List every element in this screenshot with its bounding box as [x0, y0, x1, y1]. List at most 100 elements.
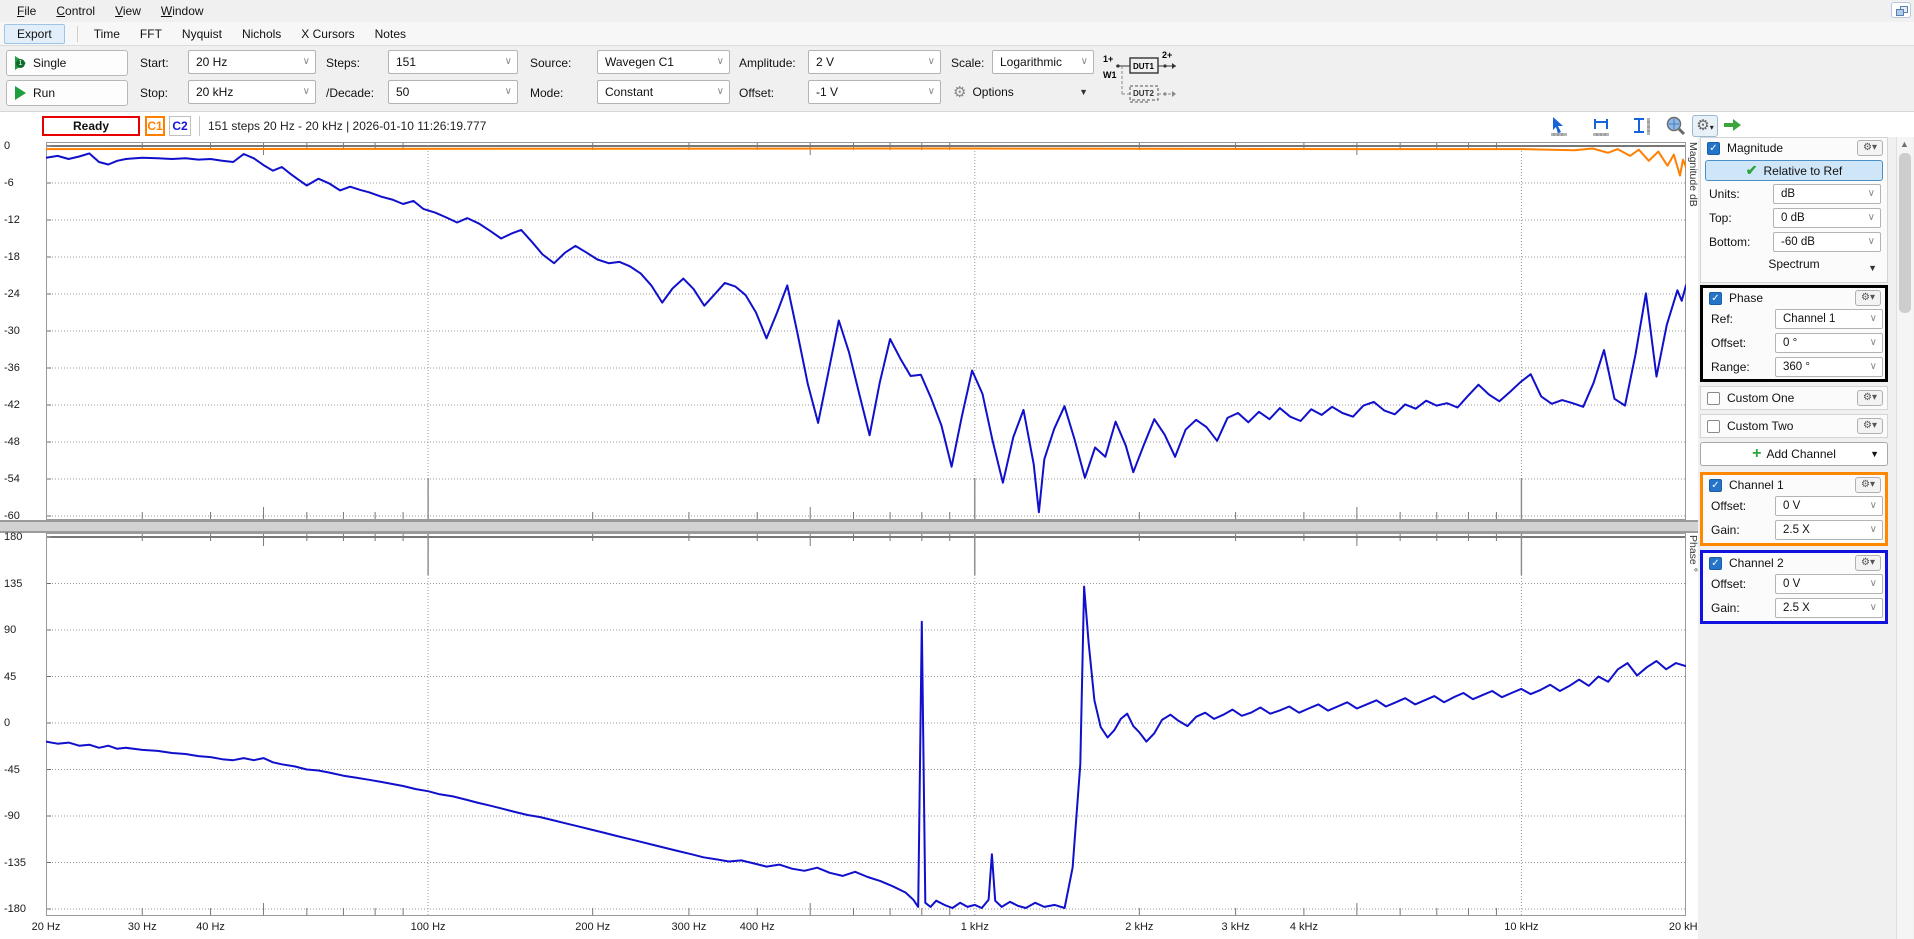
custom-two-checkbox[interactable]	[1707, 419, 1720, 433]
y-axis-tick-label: -180	[4, 903, 27, 915]
svg-text:W1: W1	[1103, 70, 1117, 80]
ref-label: Ref:	[1711, 312, 1734, 326]
single-button[interactable]: 1 Single	[6, 50, 128, 76]
channel1-offset-select[interactable]: 0 V ∨	[1775, 496, 1883, 516]
magnitude-gear-icon[interactable]: ⚙▾	[1857, 140, 1883, 156]
offset-select[interactable]: -1 V ∨	[808, 80, 941, 104]
bottom-select[interactable]: -60 dB ∨	[1773, 232, 1881, 252]
pointer-cursor-icon[interactable]	[1548, 115, 1574, 137]
single-button-label: Single	[33, 56, 67, 70]
phase-gear-icon[interactable]: ⚙▾	[1855, 290, 1881, 306]
mode-select[interactable]: Constant ∨	[597, 80, 730, 104]
per-decade-select[interactable]: 50 ∨	[388, 80, 518, 104]
acquisition-toolbar: 1 Single Run Start: 20 Hz ∨ Stop: 20 kHz ∨…	[0, 46, 1914, 112]
y-axis-tick-label: 90	[4, 624, 17, 636]
plot-splitter-handle[interactable]	[0, 520, 1698, 533]
ref-select[interactable]: Channel 1 ∨	[1775, 309, 1883, 329]
top-select[interactable]: 0 dB ∨	[1773, 208, 1881, 228]
channel1-gain-select[interactable]: 2.5 X ∨	[1775, 520, 1883, 540]
y-axis-tick-label: 180	[4, 531, 23, 543]
menu-view[interactable]: View	[115, 4, 141, 18]
mode-label: Mode:	[530, 86, 564, 100]
run-button[interactable]: Run	[6, 80, 128, 106]
sidebar-scrollbar[interactable]: ▲	[1896, 137, 1913, 939]
add-channel-button[interactable]: + Add Channel ▼	[1700, 442, 1888, 466]
menu-nyquist[interactable]: Nyquist	[181, 26, 222, 41]
magnitude-panel: ✓ Magnitude ⚙▾ ✔ Relative to Ref Units: …	[1700, 137, 1888, 283]
steps-value: 151	[396, 55, 417, 69]
x-axis-tick-label: 2 kHz	[1125, 921, 1154, 933]
y-axis-tick-label: -54	[4, 473, 20, 485]
tool-menu-bar: Export Time FFT Nyquist Nichols X Cursor…	[0, 22, 1914, 46]
vertical-cursor-icon[interactable]	[1630, 115, 1656, 137]
menu-export[interactable]: Export	[4, 23, 65, 44]
custom-one-gear-icon[interactable]: ⚙▾	[1857, 390, 1883, 406]
chevron-down-icon: ∨	[302, 56, 310, 67]
x-axis-tick-label: 40 Hz	[196, 921, 225, 933]
menu-file[interactable]: File	[17, 4, 37, 18]
channel1-gear-icon[interactable]: ⚙▾	[1855, 477, 1881, 493]
amplitude-select[interactable]: 2 V ∨	[808, 50, 941, 74]
channel-settings-sidebar: ✓ Magnitude ⚙▾ ✔ Relative to Ref Units: …	[1698, 137, 1914, 939]
y-axis-tick-label: -36	[4, 362, 20, 374]
menu-x-cursors[interactable]: X Cursors	[301, 26, 355, 41]
stop-select[interactable]: 20 kHz ∨	[188, 80, 316, 104]
channel2-checkbox[interactable]: ✓	[1709, 556, 1722, 570]
offset-label: Offset:	[739, 86, 775, 100]
start-select[interactable]: 20 Hz ∨	[188, 50, 316, 74]
chevron-down-icon: ∨	[504, 56, 512, 67]
chevron-down-icon: ▼	[1079, 87, 1088, 97]
channel1-panel-title: Channel 1	[1729, 478, 1784, 492]
channel2-gain-label: Gain:	[1711, 601, 1740, 615]
channel2-gear-icon[interactable]: ⚙▾	[1855, 555, 1881, 571]
bode-plot-area: 0 -6 -12 -18 -24 -30 -36 -42 -48 -54 -60 180 135 90 4…	[0, 140, 1703, 939]
plot-settings-gear-icon[interactable]: ⚙▾	[1692, 115, 1718, 137]
phase-offset-select[interactable]: 0 ° ∨	[1775, 333, 1883, 353]
zoom-icon[interactable]	[1664, 115, 1690, 137]
bottom-label: Bottom:	[1709, 235, 1751, 249]
menu-window[interactable]: Window	[160, 4, 204, 18]
horizontal-cursor-icon[interactable]	[1590, 115, 1616, 137]
menu-control[interactable]: Control	[56, 4, 96, 18]
channel1-badge[interactable]: C1	[145, 116, 165, 136]
menu-time[interactable]: Time	[93, 26, 120, 41]
amplitude-label: Amplitude:	[739, 56, 796, 70]
phase-plot[interactable]	[46, 533, 1686, 916]
chevron-down-icon: ∨	[1869, 602, 1877, 613]
chevron-down-icon: ∨	[927, 86, 935, 97]
start-value: 20 Hz	[196, 55, 228, 69]
scrollbar-thumb[interactable]	[1899, 153, 1911, 313]
source-select[interactable]: Wavegen C1 ∨	[597, 50, 730, 74]
relative-to-ref-button[interactable]: ✔ Relative to Ref	[1705, 160, 1883, 181]
phase-checkbox[interactable]: ✓	[1709, 291, 1722, 305]
channel2-badge[interactable]: C2	[169, 116, 191, 136]
menu-fft[interactable]: FFT	[139, 26, 162, 41]
scroll-up-icon[interactable]: ▲	[1900, 139, 1909, 149]
gear-icon: ⚙	[953, 84, 967, 101]
restore-window-icon[interactable]	[1891, 2, 1911, 18]
menu-separator	[76, 25, 78, 42]
detach-arrow-icon[interactable]	[1722, 116, 1744, 134]
magnitude-plot[interactable]	[46, 142, 1686, 520]
magnitude-checkbox[interactable]: ✓	[1707, 141, 1720, 155]
scale-select[interactable]: Logarithmic ∨	[992, 50, 1094, 74]
units-select[interactable]: dB ∨	[1773, 184, 1881, 204]
channel2-offset-select[interactable]: 0 V ∨	[1775, 574, 1883, 594]
steps-select[interactable]: 151 ∨	[388, 50, 518, 74]
menu-notes[interactable]: Notes	[374, 26, 406, 41]
x-axis-tick-label: 200 Hz	[575, 921, 611, 933]
mode-value: Constant	[605, 85, 654, 99]
channel1-checkbox[interactable]: ✓	[1709, 478, 1722, 492]
custom-two-gear-icon[interactable]: ⚙▾	[1857, 418, 1883, 434]
chevron-down-icon: ∨	[504, 86, 512, 97]
spectrum-section-toggle[interactable]: Spectrum ▼	[1701, 255, 1887, 274]
sweep-info-text: 151 steps 20 Hz - 20 kHz | 2026-01-10 11…	[199, 116, 486, 136]
chevron-down-icon: ∨	[716, 56, 724, 67]
options-button[interactable]: ⚙ Options ▼	[951, 80, 1094, 104]
source-label: Source:	[530, 56, 572, 70]
custom-one-checkbox[interactable]	[1707, 391, 1720, 405]
chevron-down-icon: ∨	[1869, 578, 1877, 589]
range-select[interactable]: 360 ° ∨	[1775, 357, 1883, 377]
channel2-gain-select[interactable]: 2.5 X ∨	[1775, 598, 1883, 618]
menu-nichols[interactable]: Nichols	[241, 26, 282, 41]
